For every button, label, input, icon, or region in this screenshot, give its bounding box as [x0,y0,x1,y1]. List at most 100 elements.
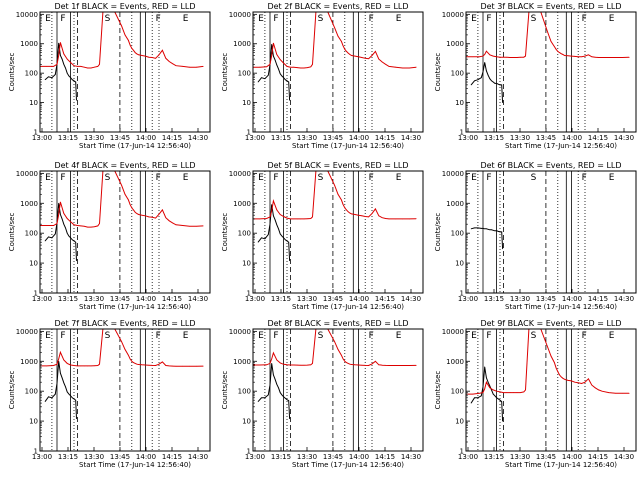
data-point-lld [279,59,281,60]
data-point-lld [354,214,356,215]
data-point-events [278,228,279,230]
data-point-lld [182,66,184,67]
data-point-lld [344,207,346,209]
data-point-events [76,260,77,262]
y-tick-label: 10 [242,99,251,107]
y-tick-label: 100 [25,388,38,396]
data-point-lld [97,365,99,366]
x-tick-label: 14:00 [562,134,582,142]
region-letter: S [105,173,111,183]
region-letter: F [582,331,587,341]
data-point-events [281,235,283,237]
data-point-lld [503,56,504,58]
data-point-lld [290,364,291,366]
data-point-lld [346,209,347,211]
data-point-lld [479,56,480,58]
data-point-lld [70,62,71,63]
data-point-lld [94,66,95,68]
x-axis-label: Start Time (17-Jun-14 12:56:40) [292,142,404,150]
data-point-lld [358,214,359,216]
data-point-lld [80,225,82,227]
data-point-lld [300,218,301,220]
region-letter: S [105,331,111,341]
data-point-events [54,74,56,75]
data-point-lld [342,45,344,47]
data-point-lld [347,52,349,54]
data-point-lld [77,66,78,67]
panel-title: Det 2f BLACK = Events, RED = LLD [267,2,408,11]
data-point-lld [310,364,312,366]
data-point-events [274,59,276,61]
data-point-lld [276,54,278,55]
data-point-events [273,55,274,57]
data-point-events [482,228,484,229]
data-point-events [76,418,77,420]
data-point-lld [489,54,491,56]
data-point-lld [547,31,548,33]
data-point-lld [482,55,484,57]
data-point-events [279,392,281,393]
region-letter: E [471,14,477,24]
x-tick-label: 13:00 [245,134,265,142]
data-point-lld [547,346,548,348]
data-point-events [269,384,271,386]
data-point-events [477,397,479,399]
data-point-lld [594,56,596,58]
region-letter: F [273,173,278,183]
x-tick-label: 13:45 [536,295,556,303]
data-point-lld [63,359,65,361]
y-tick-label: 100 [238,388,251,396]
data-point-lld [312,63,313,65]
data-point-lld [273,42,274,44]
region-letter: E [396,14,402,24]
data-point-lld [349,363,351,365]
data-point-lld [375,360,376,362]
data-point-events [261,237,262,239]
y-tick-label: 10 [29,99,38,107]
data-point-lld [175,365,177,367]
data-point-lld [121,184,122,186]
panel-title: Det 6f BLACK = Events, RED = LLD [480,161,621,170]
data-point-lld [172,365,173,367]
y-tick-label: 1000 [446,200,464,208]
data-point-lld [58,358,60,360]
data-point-lld [53,225,54,226]
data-point-events [271,44,273,45]
data-point-lld [567,55,569,57]
data-point-events [76,99,77,101]
data-point-events [496,83,497,84]
y-tick-label: 10 [455,260,464,268]
data-point-lld [94,226,95,228]
data-point-lld [375,208,376,210]
x-tick-label: 13:45 [323,453,343,461]
data-point-lld [354,55,356,57]
data-point-lld [290,66,291,68]
panel-title: Det 1f BLACK = Events, RED = LLD [54,2,195,11]
data-point-lld [525,389,526,391]
x-tick-label: 14:30 [614,134,634,142]
data-point-events [502,420,503,422]
data-point-lld [581,56,582,58]
data-point-lld [138,54,139,56]
data-point-lld [136,213,138,214]
data-point-lld [346,51,347,52]
data-point-lld [499,391,501,393]
data-point-events [261,397,262,399]
data-point-lld [58,214,60,215]
data-point-lld [385,218,386,219]
data-point-lld [53,66,54,67]
data-point-lld [560,53,562,55]
x-tick-label: 14:00 [136,453,156,461]
data-point-lld [557,371,559,372]
data-point-lld [271,55,273,56]
data-point-lld [395,218,397,220]
data-point-lld [202,66,204,67]
data-point-events [501,401,503,402]
data-point-lld [175,224,177,226]
data-point-events [289,418,290,420]
data-point-lld [124,193,126,195]
data-point-lld [136,53,138,55]
data-point-events [480,77,482,79]
